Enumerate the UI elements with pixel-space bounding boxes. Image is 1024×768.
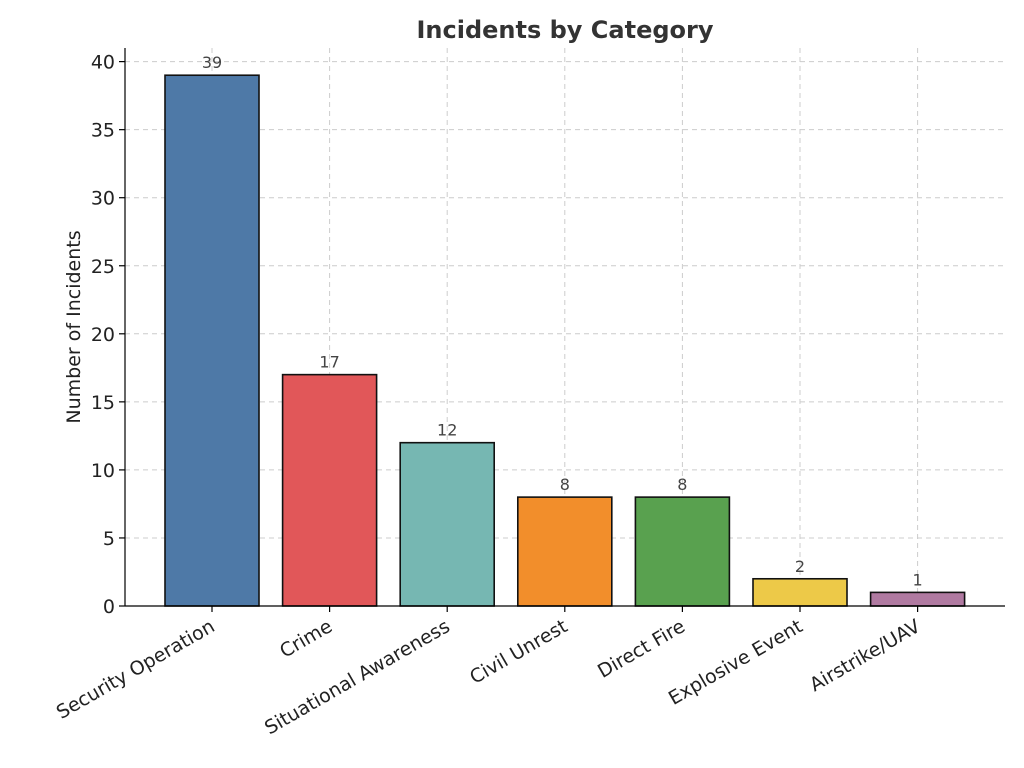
bar-value-label: 39	[202, 53, 222, 72]
x-tick-label: Crime	[276, 615, 336, 662]
bar	[634, 496, 731, 607]
bar-value-label: 8	[677, 475, 687, 494]
y-tick-label: 20	[91, 324, 115, 346]
x-tick-label: Explosive Event	[665, 615, 807, 709]
axes	[119, 48, 1005, 612]
grid	[125, 48, 1005, 607]
y-tick-label: 30	[91, 188, 115, 210]
bar-value-label: 1	[913, 570, 923, 589]
bar-value-label: 8	[560, 475, 570, 494]
chart-title: Incidents by Category	[416, 16, 713, 44]
bar	[869, 591, 966, 607]
y-axis-label: Number of Incidents	[63, 230, 85, 423]
y-tick-label: 5	[103, 528, 115, 550]
y-tick-label: 0	[103, 596, 115, 618]
y-tick-label: 15	[91, 392, 115, 414]
x-tick-label: Security Operation	[53, 615, 219, 723]
bar	[399, 441, 496, 607]
x-tick-label: Situational Awareness	[261, 615, 454, 739]
x-tick-label: Direct Fire	[594, 615, 689, 682]
y-tick-label: 40	[91, 52, 115, 74]
bar-value-label: 17	[319, 353, 339, 372]
x-tick-label: Airstrike/UAV	[806, 615, 924, 696]
y-tick-label: 10	[91, 460, 115, 482]
bar	[516, 496, 613, 607]
x-tick-label: Civil Unrest	[466, 615, 571, 688]
bar-value-label: 12	[437, 421, 457, 440]
bar-value-label: 2	[795, 557, 805, 576]
y-tick-label: 25	[91, 256, 115, 278]
y-tick-label: 35	[91, 120, 115, 142]
bar	[281, 373, 378, 607]
bar	[752, 577, 848, 607]
bar	[164, 74, 260, 607]
bars	[164, 74, 966, 607]
